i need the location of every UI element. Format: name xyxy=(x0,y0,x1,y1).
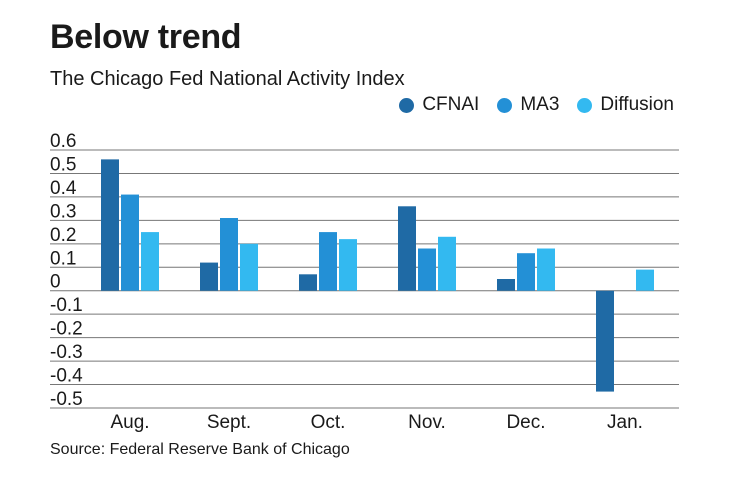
bar-cfnai-0 xyxy=(101,159,119,291)
bar-diffusion-1 xyxy=(240,243,258,291)
chart-title: Below trend xyxy=(50,18,242,56)
legend-item-ma3: MA3 xyxy=(497,94,559,116)
legend-dot-ma3 xyxy=(497,97,513,113)
bar-cfnai-3 xyxy=(398,206,416,291)
bar-ma3-2 xyxy=(319,232,337,291)
bar-diffusion-2 xyxy=(339,239,357,291)
y-tick-label: 0.1 xyxy=(50,248,76,269)
x-tick-label: Oct. xyxy=(311,412,346,433)
bar-diffusion-3 xyxy=(438,236,456,291)
bar-diffusion-4 xyxy=(537,248,555,291)
source-note: Source: Federal Reserve Bank of Chicago xyxy=(50,441,350,458)
y-tick-label: 0.4 xyxy=(50,178,77,199)
x-tick-label: Jan. xyxy=(607,412,643,433)
bar-diffusion-5 xyxy=(636,269,654,291)
chart-subtitle: The Chicago Fed National Activity Index xyxy=(50,68,405,90)
y-tick-label: 0.2 xyxy=(50,225,76,246)
y-tick-label: 0 xyxy=(50,272,61,293)
x-tick-label: Sept. xyxy=(207,412,251,433)
bar-ma3-0 xyxy=(121,194,139,291)
bar-cfnai-1 xyxy=(200,262,218,291)
bar-cfnai-4 xyxy=(497,279,515,291)
y-tick-label: -0.4 xyxy=(50,366,83,387)
x-tick-label: Nov. xyxy=(408,412,446,433)
legend-item-cfnai: CFNAI xyxy=(399,94,479,116)
legend-label-cfnai: CFNAI xyxy=(422,94,480,115)
legend-item-diffusion: Diffusion xyxy=(577,94,674,116)
y-tick-label: 0.6 xyxy=(50,131,76,152)
bar-ma3-3 xyxy=(418,248,436,291)
y-tick-label: -0.1 xyxy=(50,295,83,316)
y-tick-label: 0.3 xyxy=(50,201,76,222)
x-tick-label: Dec. xyxy=(506,412,545,433)
legend-dot-diffusion xyxy=(577,97,593,113)
legend: CFNAI MA3 Diffusion xyxy=(399,94,674,116)
y-tick-label: -0.2 xyxy=(50,319,83,340)
bar-ma3-1 xyxy=(220,218,238,291)
y-tick-label: 0.5 xyxy=(50,154,76,175)
y-tick-label: -0.3 xyxy=(50,342,83,363)
bar-diffusion-0 xyxy=(141,232,159,291)
legend-label-diffusion: Diffusion xyxy=(600,94,674,115)
y-tick-label: -0.5 xyxy=(50,389,83,410)
x-tick-label: Aug. xyxy=(110,412,149,433)
legend-dot-cfnai xyxy=(399,97,415,113)
bar-cfnai-2 xyxy=(299,274,317,291)
bar-ma3-4 xyxy=(517,253,535,291)
legend-label-ma3: MA3 xyxy=(520,94,560,115)
bar-cfnai-5 xyxy=(596,290,614,392)
